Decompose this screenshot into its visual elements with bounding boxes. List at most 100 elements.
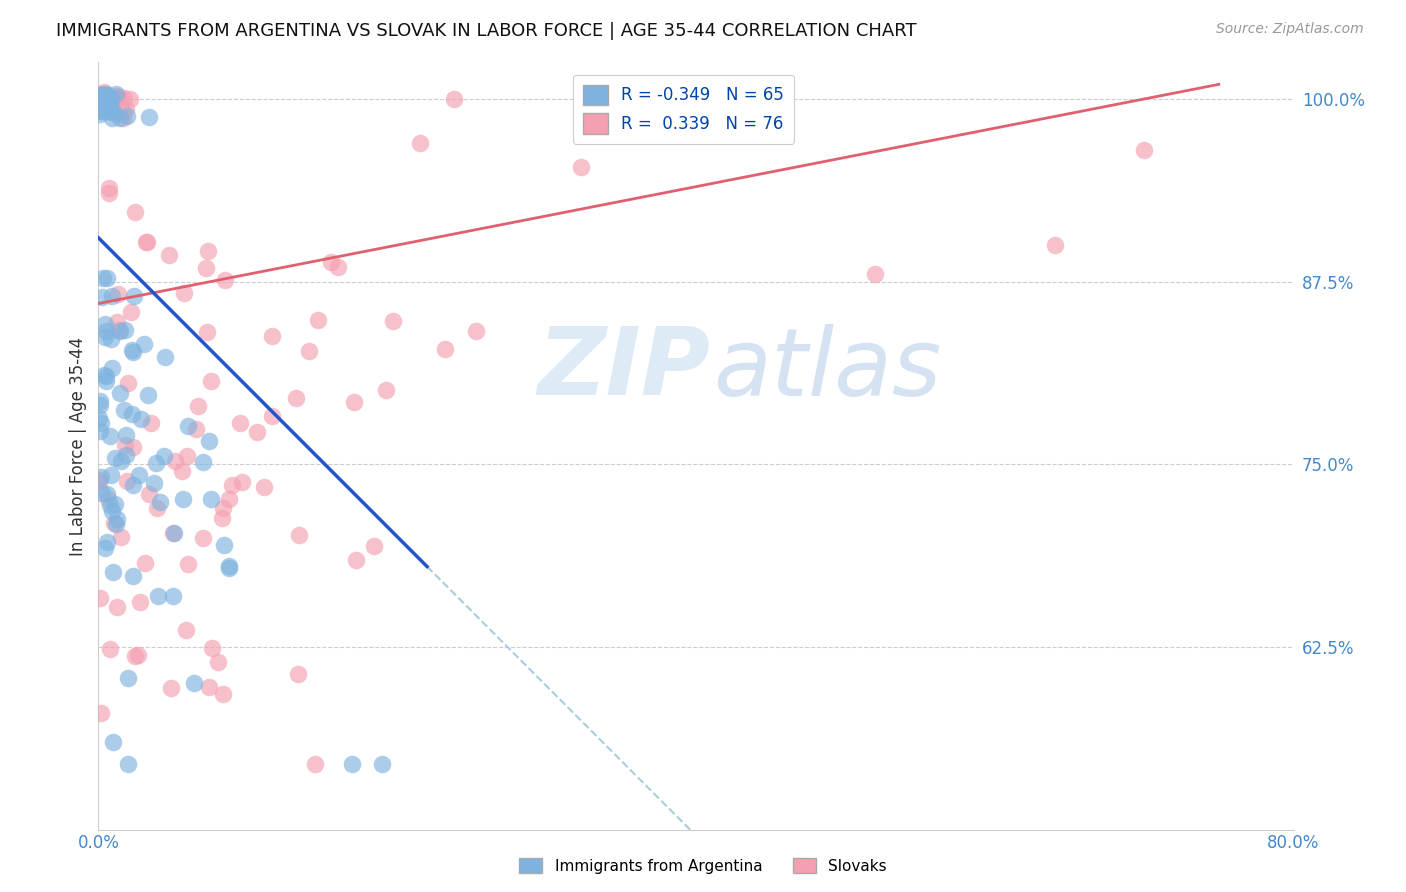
Point [465,324,488,338]
Point [89,103,111,117]
Point [107,92,129,106]
Point [569,160,592,174]
Point [108,89,131,103]
Point [120,304,142,318]
Point [112,91,135,105]
Point [100,92,122,106]
Point [211,510,233,524]
Point [200,491,222,506]
Point [260,329,283,343]
Point [128,594,150,608]
Point [433,343,456,357]
Point [1133,143,1156,157]
Point [98,641,121,656]
Point [100,333,122,347]
Point [93,95,115,109]
Point [110,453,132,467]
Point [101,289,124,303]
Point [117,376,139,390]
Point [162,526,184,541]
Point [104,450,127,465]
Point [98,429,121,443]
Point [107,323,129,337]
Point [131,412,153,426]
Point [100,467,122,482]
Point [101,565,124,579]
Point [114,448,136,462]
Point [91,270,114,285]
Point [110,530,132,544]
Point [111,111,134,125]
Point [214,272,236,286]
Point [865,268,887,282]
Point [97,98,120,112]
Point [138,110,160,124]
Point [134,336,156,351]
Point [100,90,122,104]
Point [285,391,308,405]
Point [93,368,115,382]
Point [105,512,128,526]
Point [108,386,131,401]
Point [246,425,269,439]
Point [91,87,114,102]
Point [103,735,125,749]
Point [176,449,198,463]
Point [160,681,183,695]
Point [194,260,217,275]
Point [90,87,112,102]
Point [89,107,111,121]
Point [127,648,149,662]
Y-axis label: In Labor Force | Age 35-44: In Labor Force | Age 35-44 [69,336,87,556]
Point [214,538,236,552]
Point [87,103,110,117]
Point [212,688,235,702]
Point [104,87,127,101]
Point [304,756,326,771]
Point [122,440,145,454]
Point [96,271,118,285]
Point [108,324,131,338]
Legend: Immigrants from Argentina, Slovaks: Immigrants from Argentina, Slovaks [513,852,893,880]
Point [163,454,186,468]
Point [89,398,111,412]
Point [221,477,243,491]
Point [128,468,150,483]
Point [115,428,138,442]
Point [96,87,118,101]
Text: ZIP: ZIP [538,323,710,416]
Point [153,450,176,464]
Point [90,99,112,113]
Point [115,109,138,123]
Point [111,104,134,119]
Point [121,343,143,357]
Point [136,388,159,402]
Point [197,680,219,694]
Point [115,102,138,116]
Point [94,324,117,338]
Legend: R = -0.349   N = 65, R =  0.339   N = 76: R = -0.349 N = 65, R = 0.339 N = 76 [572,75,794,144]
Point [121,568,143,582]
Point [409,136,432,150]
Point [105,600,128,615]
Point [157,248,180,262]
Point [344,553,367,567]
Point [103,516,125,530]
Point [117,756,139,771]
Point [375,384,398,398]
Point [183,676,205,690]
Point [198,434,221,448]
Point [90,94,112,108]
Point [200,375,222,389]
Point [90,103,112,118]
Point [112,402,135,417]
Point [262,409,284,423]
Point [103,106,125,120]
Point [91,95,114,109]
Point [197,244,219,258]
Point [105,88,128,103]
Point [114,438,136,452]
Point [100,111,122,125]
Point [98,103,121,118]
Point [104,497,127,511]
